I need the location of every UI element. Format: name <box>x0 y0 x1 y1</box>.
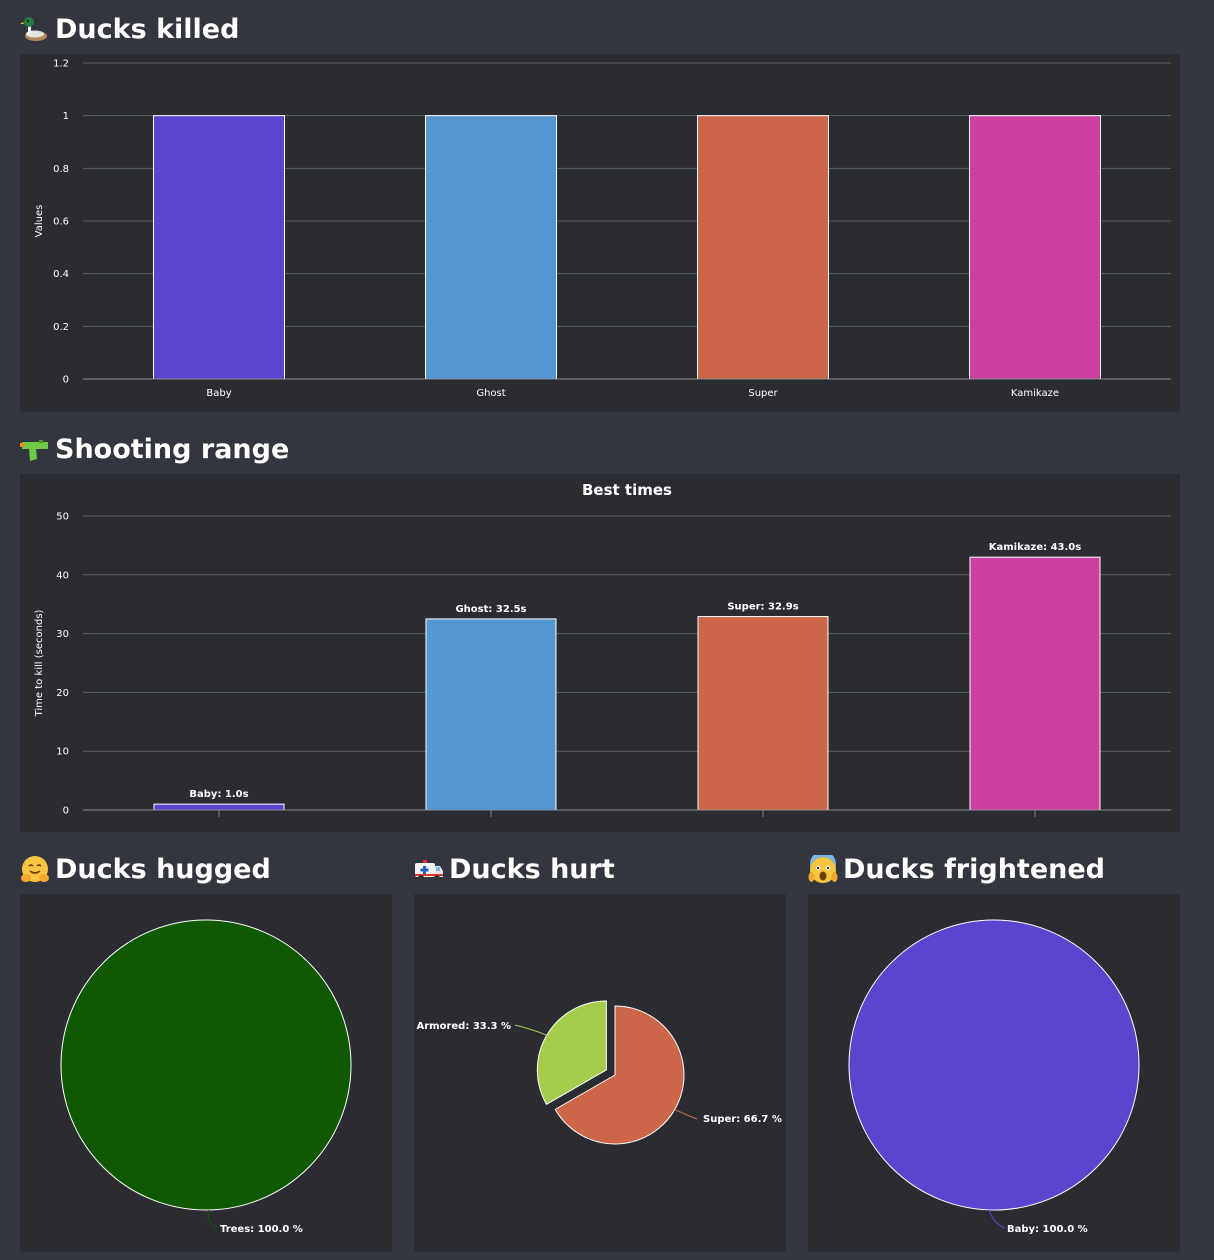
section-title-text: Ducks hugged <box>55 854 271 885</box>
ducks-hurt-pie-chart: Super: 66.7 % Armored: 33.3 % <box>417 1000 782 1145</box>
y-tick-label: 1.2 <box>53 59 69 70</box>
y-axis-label: Time to kill (seconds) <box>34 609 45 717</box>
bar-kamikaze <box>969 115 1101 380</box>
bar-kamikaze <box>969 556 1101 811</box>
bar-ghost <box>425 618 557 811</box>
y-tick-label: 1 <box>63 111 69 122</box>
y-tick-label: 30 <box>56 629 69 640</box>
shooting-range-bar-chart: Best times 0 10 20 30 40 50 Time to kill (secon… <box>34 481 1171 817</box>
section-title-ducks-hugged: Ducks hugged <box>20 854 271 886</box>
pie-slice-baby <box>848 919 1140 1211</box>
hugging-face-icon <box>21 856 49 882</box>
y-tick-label: 0.4 <box>53 269 69 280</box>
ambulance-icon <box>415 860 443 881</box>
y-tick-label: 50 <box>56 512 69 523</box>
x-tick-label: Baby <box>206 388 231 399</box>
x-tick-label: Kamikaze <box>1011 388 1059 399</box>
section-title-text: Ducks killed <box>55 14 240 45</box>
ducks-frightened-pie-chart: Baby: 100.0 % <box>848 919 1140 1235</box>
pie-data-label: Super: 66.7 % <box>703 1114 782 1125</box>
pie-data-label: Trees: 100.0 % <box>220 1224 303 1235</box>
bar-ghost <box>425 115 557 380</box>
section-title-ducks-hurt: Ducks hurt <box>414 854 615 886</box>
pie-data-label: Armored: 33.3 % <box>417 1021 512 1032</box>
ducks-hugged-pie-chart: Trees: 100.0 % <box>60 919 352 1235</box>
x-tick-label: Ghost <box>476 388 505 399</box>
shooting-range-chart-panel: Best times 0 10 20 30 40 50 Time to kill (secon… <box>20 474 1180 832</box>
pie-connector <box>988 1209 1006 1229</box>
y-tick-label: 10 <box>56 747 69 758</box>
screaming-face-icon <box>808 855 838 883</box>
pie-slice-armored <box>536 1000 607 1106</box>
pie-data-label: Baby: 100.0 % <box>1007 1224 1088 1235</box>
y-tick-label: 0 <box>63 375 69 386</box>
data-label: Kamikaze: 43.0s <box>989 542 1081 553</box>
y-tick-label: 20 <box>56 688 69 699</box>
section-title-ducks-frightened: Ducks frightened <box>808 854 1105 886</box>
bar-baby <box>153 115 285 380</box>
data-label: Baby: 1.0s <box>189 789 248 800</box>
y-tick-label: 0.6 <box>53 217 69 228</box>
bar-super <box>697 616 829 811</box>
y-tick-label: 0 <box>63 806 69 817</box>
water-pistol-icon <box>20 440 48 461</box>
section-title-text: Ducks hurt <box>449 854 615 885</box>
chart-title: Best times <box>582 481 672 499</box>
ducks-hugged-chart-panel: Trees: 100.0 % <box>20 894 392 1252</box>
pie-slice-trees <box>60 919 352 1211</box>
y-tick-label: 0.8 <box>53 164 69 175</box>
ducks-hurt-chart-panel: Super: 66.7 % Armored: 33.3 % <box>414 894 786 1252</box>
ducks-frightened-chart-panel: Baby: 100.0 % <box>808 894 1180 1252</box>
pie-slice-super <box>554 1005 685 1145</box>
section-title-text: Ducks frightened <box>843 854 1106 885</box>
duck-icon <box>20 17 47 41</box>
bar-baby <box>153 803 285 811</box>
data-label: Ghost: 32.5s <box>455 604 526 615</box>
data-label: Super: 32.9s <box>727 602 798 613</box>
pie-connector <box>674 1109 698 1120</box>
section-title-ducks-killed: Ducks killed <box>20 14 239 46</box>
pie-connector <box>514 1024 547 1036</box>
x-tick-label: Super <box>748 388 778 399</box>
ducks-killed-chart-panel: 0 0.2 0.4 0.6 0.8 1 1.2 Values Baby Ghost Super Kam… <box>20 54 1180 412</box>
pie-connector <box>207 1209 219 1229</box>
section-title-text: Shooting range <box>55 434 290 465</box>
section-title-shooting-range: Shooting range <box>20 434 289 466</box>
bar-super <box>697 115 829 380</box>
y-axis-label: Values <box>34 205 45 238</box>
y-tick-label: 0.2 <box>53 322 69 333</box>
y-tick-label: 40 <box>56 570 69 581</box>
ducks-killed-bar-chart: 0 0.2 0.4 0.6 0.8 1 1.2 Values Baby Ghost Super Kam… <box>34 59 1171 399</box>
